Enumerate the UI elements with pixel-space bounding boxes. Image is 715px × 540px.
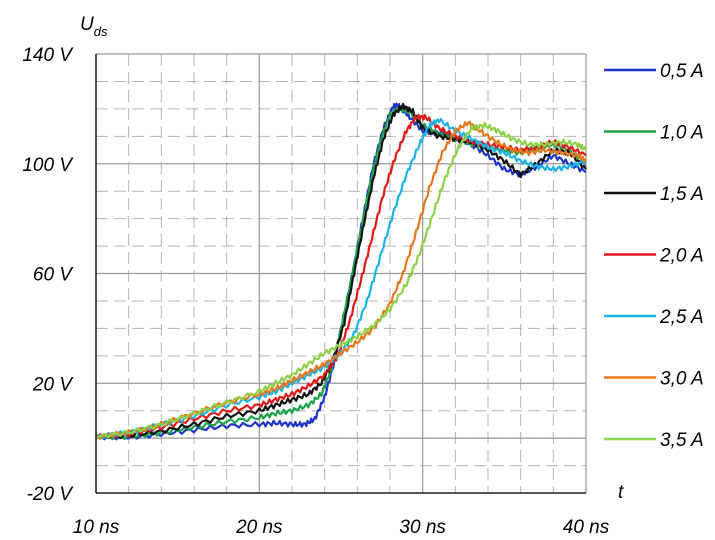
y-tick-label: 140 V <box>22 45 74 66</box>
y-tick-label: 60 V <box>33 265 74 286</box>
x-tick-label: 10 ns <box>73 517 120 538</box>
axes <box>95 54 586 494</box>
legend-label: 2,0 A <box>659 246 704 267</box>
series-line-3-0-A <box>95 120 587 440</box>
legend-label: 2,5 A <box>659 307 704 328</box>
y-axis-label-main: U <box>80 14 94 35</box>
x-tick-label: 20 ns <box>235 517 283 538</box>
legend-label: 3,0 A <box>660 369 704 390</box>
y-tick-label: 100 V <box>22 155 74 176</box>
y-axis-label: Uds <box>80 14 108 39</box>
x-tick-label: 40 ns <box>563 517 610 538</box>
y-tick-label: -20 V <box>27 484 75 505</box>
x-tick-label: 30 ns <box>399 517 446 538</box>
legend-label: 1,5 A <box>660 184 704 205</box>
legend-label: 0,5 A <box>660 61 704 82</box>
x-axis-label: t <box>618 482 624 503</box>
series-line-1-5-A <box>95 102 587 440</box>
legend-label: 1,0 A <box>660 123 704 144</box>
series-line-3-5-A <box>95 121 588 440</box>
tick-labels: 10 ns 20 ns 30 ns 40 ns -20 V 20 V 60 V 100 V 14… <box>22 45 609 538</box>
legend-label: 3,5 A <box>660 430 704 451</box>
legend: 0,5 A 1,0 A 1,5 A 2,0 A 2,5 A 3,0 A 3,5 A <box>604 61 704 451</box>
data-series <box>95 102 588 441</box>
series-line-0-5-A <box>95 102 587 441</box>
y-axis-label-subscript: ds <box>94 24 108 39</box>
y-tick-label: 20 V <box>32 374 74 395</box>
